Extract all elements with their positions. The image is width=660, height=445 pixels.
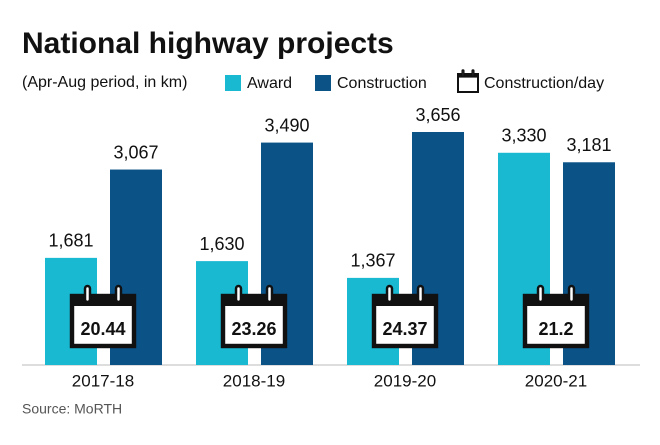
value-label: 3,330: [501, 126, 546, 146]
calendar-ring: [471, 69, 475, 78]
legend-label: Construction: [337, 75, 427, 92]
calendar-ring: [536, 284, 545, 304]
calendar-ring: [114, 284, 123, 304]
calendar-ring: [83, 284, 92, 304]
calendar-ring: [461, 69, 465, 78]
x-tick-label: 2017-18: [72, 371, 134, 390]
legend-label: Construction/day: [484, 75, 604, 92]
calendar-value: 20.44: [80, 319, 125, 339]
calendar-value: 23.26: [231, 319, 276, 339]
legend-swatch: [225, 75, 241, 91]
chart-subtitle: (Apr-Aug period, in km): [22, 74, 187, 91]
source: Source: MoRTH: [22, 401, 122, 417]
calendar-ring: [234, 284, 243, 304]
calendar: 23.26: [220, 284, 288, 349]
x-tick-label: 2019-20: [374, 371, 436, 390]
calendar: 20.44: [69, 284, 137, 349]
calendar-ring: [416, 284, 425, 304]
value-label: 1,630: [199, 234, 244, 254]
legend-label: Award: [247, 75, 292, 92]
value-label: 1,681: [48, 231, 93, 251]
x-tick-label: 2018-19: [223, 371, 285, 390]
calendar-ring: [265, 284, 274, 304]
calendar-ring: [567, 284, 576, 304]
calendar-top: [525, 296, 587, 306]
calendar-top: [458, 74, 478, 78]
calendar-top: [374, 296, 436, 306]
legend-swatch: [315, 75, 331, 91]
calendar-top: [72, 296, 134, 306]
calendar-ring: [385, 284, 394, 304]
calendar-value: 21.2: [538, 319, 573, 339]
calendar-value: 24.37: [382, 319, 427, 339]
calendar: 21.2: [522, 284, 590, 349]
value-label: 3,490: [264, 115, 309, 135]
value-label: 3,656: [415, 105, 460, 125]
calendar: 24.37: [371, 284, 439, 349]
value-label: 3,181: [566, 135, 611, 155]
x-tick-label: 2020-21: [525, 371, 587, 390]
calendar-top: [223, 296, 285, 306]
value-label: 3,067: [113, 142, 158, 162]
chart-title: National highway projects: [22, 27, 394, 60]
value-label: 1,367: [350, 251, 395, 271]
